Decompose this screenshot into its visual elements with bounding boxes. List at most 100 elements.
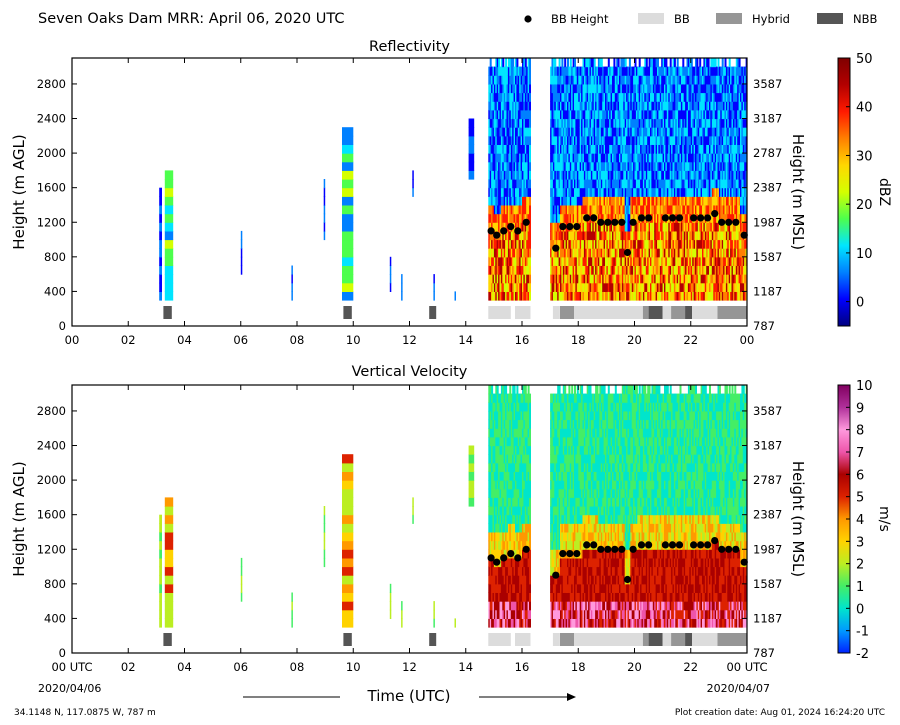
heatmap-cell	[720, 83, 723, 94]
heatmap-cell	[617, 196, 620, 206]
heatmap-cell	[529, 118, 531, 128]
heatmap-cell	[664, 135, 666, 145]
heatmap-cell	[678, 291, 681, 301]
heatmap-cell	[619, 248, 621, 258]
heatmap-cell	[671, 170, 674, 180]
heatmap-cell	[725, 239, 728, 249]
heatmap-cell	[652, 101, 655, 111]
heatmap-cell	[620, 213, 623, 223]
heatmap-cell	[499, 179, 502, 189]
heatmap-cell	[489, 83, 492, 94]
heatmap-cell	[735, 274, 738, 284]
heatmap-cell	[523, 83, 526, 94]
heatmap-cell	[581, 118, 584, 128]
heatmap-cell	[714, 256, 717, 266]
heatmap-cell	[579, 75, 582, 85]
heatmap-cell	[664, 161, 666, 171]
heatmap-cell	[686, 187, 689, 197]
heatmap-cell	[740, 83, 742, 94]
heatmap-cell	[723, 248, 726, 258]
heatmap-cell	[680, 248, 683, 258]
heatmap-cell	[574, 170, 576, 180]
heatmap-cell	[744, 239, 747, 249]
heatmap-cell	[159, 282, 162, 292]
heatmap-cell	[732, 161, 735, 171]
heatmap-cell	[678, 274, 681, 284]
heatmap-cell	[640, 239, 643, 249]
heatmap-cell	[651, 75, 654, 85]
heatmap-cell	[657, 265, 659, 275]
heatmap-cell	[650, 205, 652, 215]
heatmap-cell	[596, 109, 599, 120]
heatmap-cell	[695, 118, 697, 128]
heatmap-cell	[500, 274, 503, 284]
heatmap-cell	[631, 170, 634, 180]
heatmap-cell	[704, 66, 707, 76]
heatmap-cell	[648, 196, 651, 206]
heatmap-cell	[554, 196, 557, 206]
heatmap-cell	[645, 58, 648, 68]
heatmap-cell	[342, 135, 354, 145]
heatmap-cell	[558, 265, 561, 275]
heatmap-cell	[720, 222, 723, 232]
heatmap-cell	[714, 179, 717, 189]
heatmap-cell	[709, 109, 711, 120]
heatmap-cell	[679, 170, 682, 180]
heatmap-cell	[581, 101, 584, 111]
heatmap-cell	[644, 196, 647, 206]
heatmap-cell	[645, 161, 648, 171]
heatmap-cell	[741, 213, 744, 223]
heatmap-cell	[735, 161, 738, 171]
heatmap-cell	[685, 75, 688, 85]
heatmap-cell	[342, 205, 354, 215]
heatmap-cell	[724, 118, 727, 128]
heatmap-cell	[520, 127, 523, 137]
heatmap-cell	[661, 58, 664, 68]
heatmap-cell	[692, 127, 695, 137]
heatmap-cell	[323, 205, 326, 215]
heatmap-cell	[703, 144, 706, 154]
heatmap-cell	[707, 83, 710, 94]
heatmap-cell	[519, 230, 522, 241]
heatmap-cell	[624, 161, 627, 171]
heatmap-cell	[488, 480, 491, 490]
heatmap-cell	[492, 256, 495, 266]
heatmap-cell	[692, 274, 695, 284]
legend-item-nbb: NBB	[817, 12, 877, 26]
heatmap-cell	[704, 282, 707, 292]
heatmap-cell	[641, 66, 644, 76]
heatmap-cell	[669, 230, 672, 241]
heatmap-cell	[567, 239, 569, 249]
heatmap-cell	[498, 135, 501, 145]
heatmap-cell	[721, 58, 724, 68]
heatmap-cell	[626, 127, 629, 137]
heatmap-cell	[607, 213, 610, 223]
heatmap-cell	[597, 161, 600, 171]
heatmap-cell	[640, 161, 643, 171]
heatmap-cell	[673, 196, 676, 206]
heatmap-cell	[526, 256, 529, 266]
heatmap-cell	[524, 222, 527, 232]
heatmap-cell	[640, 205, 643, 215]
heatmap-cell	[659, 239, 662, 249]
heatmap-cell	[626, 222, 629, 232]
heatmap-cell	[558, 274, 561, 284]
heatmap-cell	[565, 213, 568, 223]
heatmap-cell	[609, 170, 612, 180]
heatmap-cell	[585, 282, 588, 292]
heatmap-cell	[555, 153, 558, 163]
heatmap-cell	[614, 92, 617, 102]
heatmap-cell	[509, 101, 512, 111]
heatmap-cell	[703, 274, 706, 284]
heatmap-cell	[595, 92, 598, 102]
heatmap-cell	[565, 291, 568, 301]
heatmap-cell	[507, 239, 510, 249]
heatmap-cell	[568, 161, 571, 171]
heatmap-cell	[734, 248, 737, 258]
heatmap-cell	[550, 127, 553, 137]
heatmap-cell	[489, 135, 492, 145]
heatmap-cell	[605, 274, 607, 284]
heatmap-cell	[505, 256, 508, 266]
heatmap-cell	[564, 274, 567, 284]
